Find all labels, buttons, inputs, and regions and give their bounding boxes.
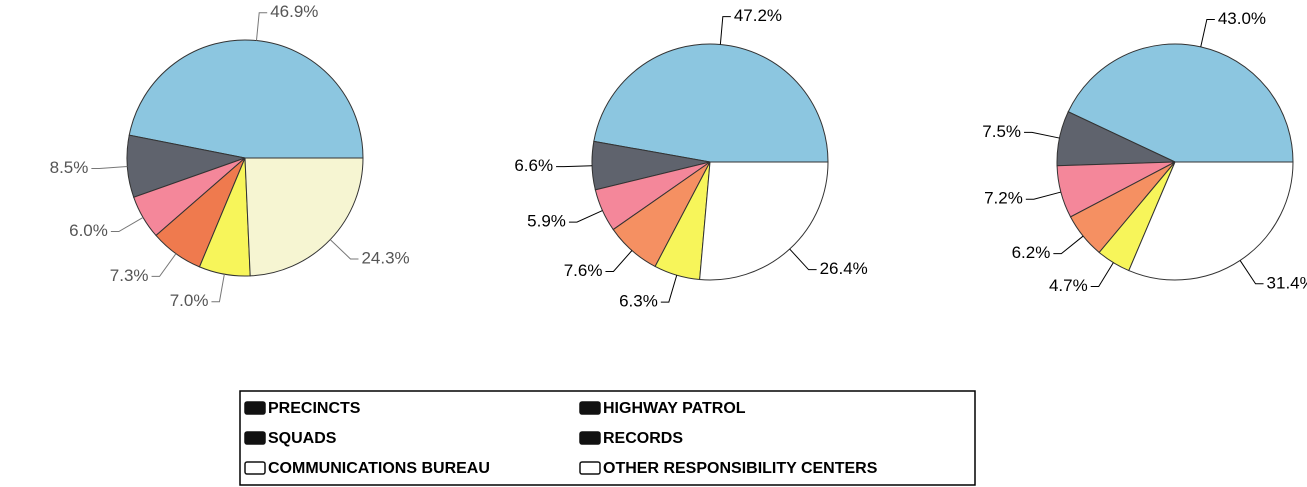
leader-line: [91, 166, 128, 170]
data-label: 24.3%: [361, 248, 409, 267]
leader-line: [605, 250, 633, 273]
legend-swatch: [244, 431, 266, 445]
data-label: 6.6%: [514, 156, 553, 175]
legend-label: PRECINCTS: [268, 400, 361, 417]
data-label: 43.0%: [1218, 9, 1266, 28]
leader-line: [255, 12, 268, 41]
data-label: 7.6%: [564, 261, 603, 280]
data-label: 6.3%: [619, 292, 658, 311]
data-label: 6.2%: [1012, 243, 1051, 262]
legend-label: SQUADS: [268, 430, 337, 447]
leader-line: [211, 274, 225, 303]
leader-line: [151, 253, 177, 277]
data-label: 5.9%: [527, 212, 566, 231]
data-label: 7.2%: [984, 189, 1023, 208]
legend-label: COMMUNICATIONS BUREAU: [268, 460, 490, 477]
pie-slice: [699, 161, 829, 281]
leader-line: [1025, 191, 1062, 200]
leader-line: [1024, 131, 1060, 139]
data-label: 26.4%: [820, 259, 868, 278]
data-label: 6.0%: [69, 221, 108, 240]
legend-swatch: [579, 461, 601, 475]
leader-line: [1053, 235, 1084, 255]
data-label: 7.3%: [110, 266, 149, 285]
legend-label: HIGHWAY PATROL: [603, 400, 746, 417]
leader-line: [1090, 262, 1114, 287]
data-label: 7.0%: [170, 291, 209, 310]
leader-line: [719, 16, 731, 45]
legend-box: [239, 390, 976, 486]
leader-line: [1239, 260, 1264, 285]
legend-swatch: [579, 431, 601, 445]
legend-swatch: [244, 461, 266, 475]
leader-line: [329, 239, 359, 260]
leader-line: [568, 210, 603, 223]
leader-line: [789, 248, 817, 271]
legend-label: RECORDS: [603, 430, 683, 447]
legend-swatch: [579, 401, 601, 415]
data-label: 47.2%: [734, 6, 782, 25]
leader-line: [556, 165, 593, 168]
leader-line: [1200, 19, 1215, 47]
legend-label: OTHER RESPONSIBILITY CENTERS: [603, 460, 878, 477]
data-label: 4.7%: [1049, 276, 1088, 295]
pie-slice: [593, 43, 829, 163]
data-label: 31.4%: [1267, 273, 1307, 292]
data-label: 46.9%: [270, 2, 318, 21]
leader-line: [110, 216, 144, 233]
pie-slice: [244, 157, 364, 277]
legend-swatch: [244, 401, 266, 415]
pie-slice: [1128, 161, 1294, 281]
data-label: 8.5%: [50, 158, 89, 177]
data-label: 7.5%: [982, 122, 1021, 141]
pie-slice: [128, 39, 364, 159]
leader-line: [660, 275, 678, 303]
